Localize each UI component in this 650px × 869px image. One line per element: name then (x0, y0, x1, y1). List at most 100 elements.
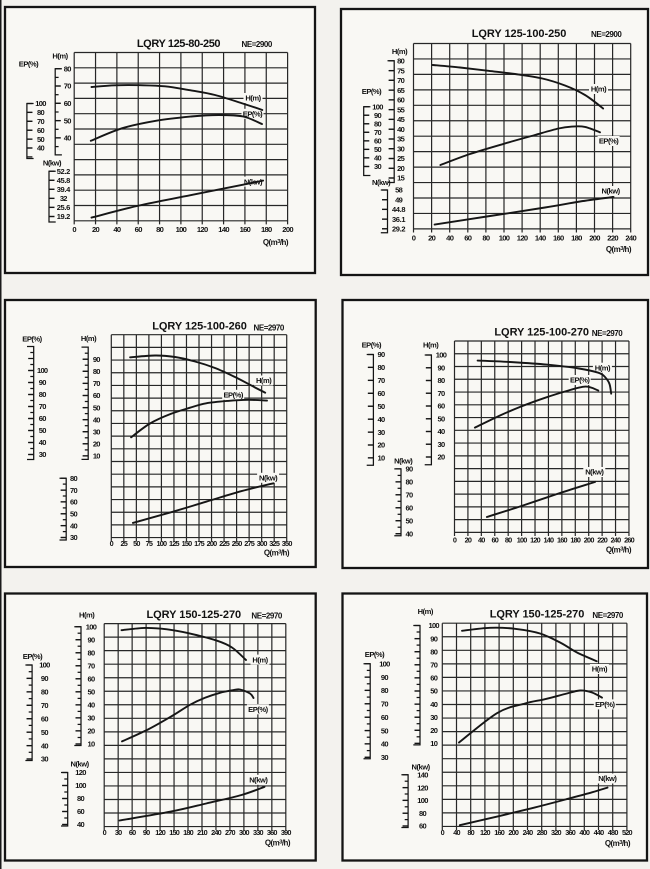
svg-text:50: 50 (133, 539, 140, 548)
svg-text:175: 175 (194, 539, 205, 548)
svg-text:0: 0 (110, 539, 114, 548)
svg-text:20: 20 (465, 536, 472, 545)
svg-text:10: 10 (88, 740, 95, 749)
svg-text:60: 60 (129, 828, 136, 837)
svg-text:H(m): H(m) (418, 607, 434, 616)
svg-text:60: 60 (464, 233, 472, 242)
svg-text:50: 50 (64, 116, 71, 125)
svg-text:90: 90 (143, 828, 150, 837)
svg-text:EP(%): EP(%) (362, 87, 382, 96)
svg-text:70: 70 (438, 389, 445, 398)
svg-text:N(kw): N(kw) (244, 177, 263, 186)
svg-text:80: 80 (70, 474, 77, 483)
svg-text:H(m): H(m) (245, 94, 261, 103)
svg-text:80: 80 (39, 390, 46, 399)
svg-text:55: 55 (397, 105, 404, 114)
svg-text:275: 275 (244, 539, 255, 548)
svg-text:80: 80 (378, 363, 385, 372)
svg-text:Q(m3/h): Q(m3/h) (264, 549, 290, 558)
svg-text:10: 10 (93, 452, 100, 461)
svg-text:100: 100 (176, 225, 187, 234)
svg-text:140: 140 (218, 225, 229, 234)
svg-text:60: 60 (397, 96, 404, 105)
svg-text:60: 60 (93, 391, 100, 400)
svg-text:520: 520 (622, 828, 633, 837)
svg-text:90: 90 (41, 674, 48, 683)
svg-text:90: 90 (381, 673, 388, 682)
svg-text:90: 90 (430, 634, 437, 643)
svg-text:EP(%): EP(%) (599, 137, 619, 146)
svg-text:N(kw): N(kw) (71, 760, 90, 769)
svg-text:H(m): H(m) (591, 85, 607, 94)
svg-text:80: 80 (467, 828, 474, 837)
svg-text:90: 90 (378, 350, 385, 359)
svg-text:120: 120 (155, 828, 166, 837)
svg-text:120: 120 (530, 536, 541, 545)
svg-text:180: 180 (571, 233, 582, 242)
svg-text:EP(%): EP(%) (365, 650, 385, 659)
svg-text:30: 30 (381, 753, 388, 762)
svg-text:44.8: 44.8 (392, 205, 405, 214)
svg-text:30: 30 (397, 144, 404, 153)
svg-text:40: 40 (406, 529, 413, 538)
svg-text:20: 20 (430, 726, 437, 735)
svg-text:20: 20 (438, 453, 445, 462)
svg-text:240: 240 (611, 536, 622, 545)
svg-text:H(m): H(m) (256, 376, 272, 385)
svg-text:Q(m3/h): Q(m3/h) (263, 238, 289, 247)
svg-text:40: 40 (378, 415, 385, 424)
svg-text:30: 30 (374, 162, 381, 171)
svg-text:0: 0 (103, 828, 107, 837)
svg-text:40: 40 (88, 701, 95, 710)
svg-text:120: 120 (480, 828, 491, 837)
svg-text:20: 20 (93, 440, 100, 449)
svg-text:100: 100 (86, 622, 97, 631)
svg-text:40: 40 (70, 521, 77, 530)
svg-text:NE=2970: NE=2970 (592, 611, 623, 620)
svg-text:H(m): H(m) (423, 341, 439, 350)
svg-text:NE=2970: NE=2970 (251, 612, 282, 621)
svg-text:25.6: 25.6 (57, 203, 70, 212)
svg-text:150: 150 (182, 539, 193, 548)
svg-text:EP(%): EP(%) (595, 700, 615, 709)
svg-text:25: 25 (397, 154, 404, 163)
svg-text:80: 80 (77, 794, 84, 803)
svg-text:35: 35 (397, 135, 404, 144)
svg-text:50: 50 (378, 402, 385, 411)
svg-text:60: 60 (37, 126, 44, 135)
svg-text:50: 50 (88, 688, 95, 697)
svg-text:50: 50 (39, 426, 46, 435)
svg-text:40: 40 (397, 125, 404, 134)
svg-text:70: 70 (93, 379, 100, 388)
svg-text:50: 50 (93, 403, 100, 412)
svg-text:20: 20 (92, 225, 100, 234)
svg-text:H(m): H(m) (79, 611, 95, 620)
svg-text:220: 220 (607, 233, 618, 242)
svg-text:LQRY 150-125-270: LQRY 150-125-270 (490, 608, 585, 620)
svg-text:160: 160 (553, 233, 564, 242)
svg-text:40: 40 (93, 415, 100, 424)
svg-text:100: 100 (372, 102, 383, 111)
svg-text:50: 50 (430, 687, 437, 696)
svg-text:40: 40 (113, 225, 121, 234)
svg-text:240: 240 (211, 828, 222, 837)
svg-text:220: 220 (597, 536, 608, 545)
svg-text:0: 0 (72, 225, 76, 234)
svg-text:75: 75 (146, 539, 153, 548)
svg-text:70: 70 (381, 700, 388, 709)
svg-text:40: 40 (446, 233, 454, 242)
svg-text:20: 20 (397, 164, 404, 173)
svg-text:49: 49 (395, 195, 402, 204)
svg-text:50: 50 (406, 516, 413, 525)
svg-text:EP(%): EP(%) (362, 341, 382, 350)
svg-text:N(kw): N(kw) (585, 468, 604, 477)
svg-text:100: 100 (379, 659, 390, 668)
svg-text:50: 50 (381, 726, 388, 735)
svg-text:210: 210 (197, 828, 208, 837)
svg-text:100: 100 (417, 796, 428, 805)
svg-text:70: 70 (374, 128, 381, 137)
svg-text:25: 25 (121, 539, 128, 548)
svg-text:N(kw): N(kw) (43, 159, 62, 168)
svg-text:50: 50 (37, 135, 44, 144)
svg-text:360: 360 (267, 828, 278, 837)
